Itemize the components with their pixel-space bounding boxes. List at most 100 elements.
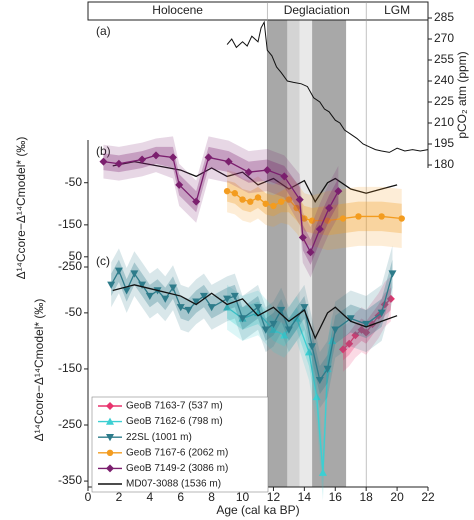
marker [305, 348, 313, 356]
uncertainty-band [227, 284, 333, 501]
marker [323, 365, 332, 373]
marker [239, 196, 246, 203]
y-tick-label: 180 [434, 157, 454, 171]
marker [328, 336, 337, 345]
marker [334, 187, 343, 196]
y-tick-label: -50 [65, 175, 83, 189]
marker [315, 376, 324, 385]
series-line [226, 20, 429, 153]
marker [301, 215, 308, 222]
period-label: LGM [384, 3, 410, 17]
uncertainty-band [227, 170, 402, 251]
y-axis-label: Δ¹⁴Ccore−Δ¹⁴Cmodel* (‰) [14, 137, 28, 280]
marker [244, 168, 253, 177]
x-tick-label: 6 [177, 490, 184, 504]
marker [161, 295, 170, 303]
period-strip [87, 1, 429, 21]
marker [398, 215, 405, 222]
marker [223, 295, 232, 303]
y-tick-label: 195 [434, 136, 454, 150]
legend-label: GeoB 7163-7 (537 m) [126, 401, 223, 412]
y-tick-label: -150 [58, 217, 82, 231]
marker [169, 153, 177, 162]
marker [223, 187, 231, 195]
marker [122, 287, 131, 295]
marker [378, 213, 385, 220]
y-tick-label: 50 [69, 249, 83, 263]
marker [380, 300, 389, 309]
x-tick-label: 2 [116, 490, 123, 504]
legend-label: 22SL (1001 m) [126, 432, 192, 443]
marker [192, 298, 201, 306]
marker [312, 392, 321, 401]
legend-label: MD07-3088 (1536 m) [126, 479, 221, 490]
x-tick-label: 16 [329, 490, 343, 504]
uncertainty-band [103, 136, 339, 278]
y-tick-label: -50 [65, 305, 83, 319]
marker [224, 157, 233, 166]
period-label: Holocene [152, 3, 203, 17]
marker [277, 306, 286, 315]
y-tick-label: -350 [58, 473, 82, 487]
marker [106, 449, 114, 456]
marker [106, 434, 114, 442]
y-tick-label: -250 [58, 417, 82, 431]
y-tick-label: 210 [434, 115, 454, 129]
marker [362, 320, 371, 329]
marker [106, 402, 114, 410]
y-tick-label: 270 [434, 31, 454, 45]
marker [308, 217, 316, 224]
marker [377, 309, 386, 317]
marker [223, 303, 232, 311]
x-tick-label: 0 [85, 490, 92, 504]
x-tick-label: 12 [267, 490, 281, 504]
marker [269, 325, 278, 333]
marker [230, 292, 239, 301]
marker [207, 304, 216, 312]
legend-box [91, 396, 269, 493]
marker [261, 326, 270, 334]
marker [280, 331, 289, 339]
marker [345, 339, 354, 348]
marker [262, 200, 269, 207]
x-tick-label: 14 [298, 490, 312, 504]
uncertainty-band [103, 146, 339, 265]
marker [284, 326, 293, 334]
y-tick-label: -250 [58, 259, 82, 273]
marker [298, 233, 307, 242]
marker [152, 151, 160, 160]
marker [145, 292, 154, 301]
marker [269, 320, 278, 329]
marker [231, 190, 239, 197]
marker [114, 159, 123, 168]
series-line [112, 284, 398, 340]
x-tick-label: 10 [236, 490, 250, 504]
legend-label: GeoB 7149-2 (3086 m) [126, 463, 228, 474]
marker [99, 157, 108, 166]
y-tick-label: 255 [434, 52, 454, 66]
marker [331, 326, 340, 334]
marker [339, 215, 347, 222]
marker [277, 198, 285, 205]
marker [199, 292, 208, 301]
marker [300, 304, 309, 312]
x-tick-label: 20 [390, 490, 404, 504]
uncertainty-band [111, 245, 393, 409]
marker [308, 343, 317, 351]
marker [351, 331, 360, 340]
marker [114, 267, 123, 275]
marker [306, 248, 315, 257]
marker [184, 306, 193, 315]
marker [130, 270, 139, 278]
x-tick-label: 18 [360, 490, 374, 504]
x-tick-label: 4 [146, 490, 153, 504]
marker [106, 464, 114, 473]
panel-label: (b) [96, 144, 111, 158]
y-tick-label: 285 [434, 10, 454, 24]
x-tick-label: 8 [208, 490, 215, 504]
marker [192, 197, 201, 206]
marker [107, 281, 116, 289]
uncertainty-band [227, 180, 402, 236]
marker [293, 204, 300, 212]
